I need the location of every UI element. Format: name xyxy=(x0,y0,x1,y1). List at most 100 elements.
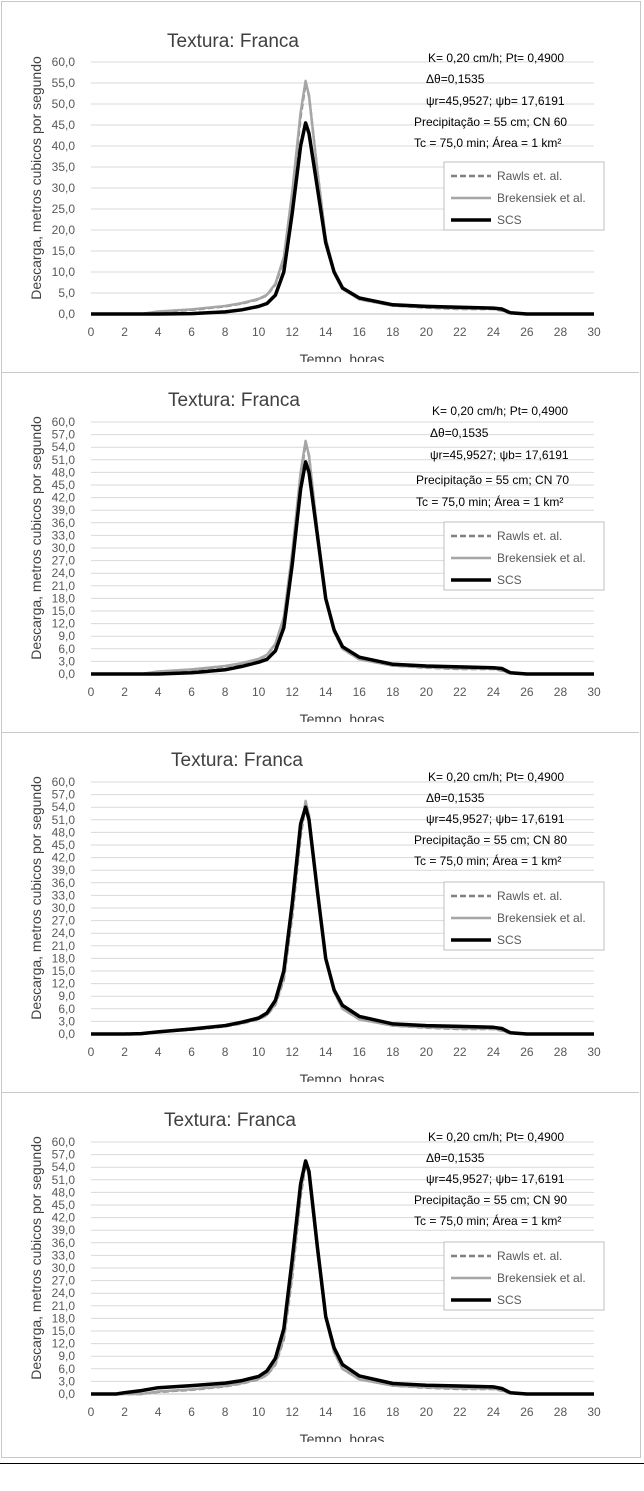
x-tick-label: 0 xyxy=(88,1405,95,1419)
y-tick-label: 39,0 xyxy=(52,863,76,877)
x-tick-label: 8 xyxy=(222,1045,229,1059)
y-tick-labels: 0,03,06,09,012,015,018,021,024,027,030,0… xyxy=(52,1135,76,1401)
y-tick-label: 40,0 xyxy=(52,139,76,153)
y-tick-label: 18,0 xyxy=(52,1311,76,1325)
chart-title: Textura: Franca xyxy=(171,750,303,771)
y-tick-label: 27,0 xyxy=(52,554,76,568)
legend-label-scs: SCS xyxy=(497,933,522,947)
y-tick-label: 51,0 xyxy=(52,1173,76,1187)
y-axis-label: Descarga, metros cubicos por segundo xyxy=(28,56,44,300)
x-tick-label: 22 xyxy=(453,1405,467,1419)
y-tick-label: 18,0 xyxy=(52,951,76,965)
y-tick-label: 15,0 xyxy=(52,604,76,618)
chart-svg: 0,03,06,09,012,015,018,021,024,027,030,0… xyxy=(28,750,605,1082)
x-tick-label: 26 xyxy=(520,1045,534,1059)
legend-label-brekensiek: Brekensiek et al. xyxy=(497,191,586,205)
y-tick-label: 20,0 xyxy=(52,223,76,237)
x-tick-label: 6 xyxy=(188,1045,195,1059)
x-tick-labels: 0 2 4 6 8 10 12 14 16 18 20 22 24 26 28 30 xyxy=(88,685,601,699)
y-axis-label: Descarga, metros cubicos por segundo xyxy=(28,1136,44,1380)
x-tick-label: 12 xyxy=(286,685,300,699)
y-tick-label: 9,0 xyxy=(58,989,75,1003)
y-tick-label: 35,0 xyxy=(52,160,76,174)
annotation-line-3: ψr=45,9527; ψb= 17,6191 xyxy=(430,448,569,462)
y-tick-label: 54,0 xyxy=(52,800,76,814)
x-tick-label: 22 xyxy=(453,685,467,699)
y-tick-label: 21,0 xyxy=(52,1299,76,1313)
x-tick-label: 20 xyxy=(420,1045,434,1059)
x-tick-label: 8 xyxy=(222,325,229,339)
annotation-line-5: Tc = 75,0 min; Área = 1 km² xyxy=(414,135,561,150)
annotation-line-4: Precipitação = 55 cm; CN 90 xyxy=(414,1193,567,1207)
x-tick-label: 28 xyxy=(554,1045,568,1059)
x-tick-label: 16 xyxy=(353,325,367,339)
y-gridlines xyxy=(91,421,594,662)
y-tick-label: 3,0 xyxy=(58,1014,75,1028)
panel-separator xyxy=(1,732,639,733)
y-tick-label: 15,0 xyxy=(52,1324,76,1338)
y-tick-label: 21,0 xyxy=(52,579,76,593)
legend-label-scs: SCS xyxy=(497,573,522,587)
y-tick-label: 33,0 xyxy=(52,1248,76,1262)
x-tick-label: 4 xyxy=(155,1045,162,1059)
y-tick-label: 0,0 xyxy=(58,307,75,321)
y-tick-label: 33,0 xyxy=(52,888,76,902)
y-tick-label: 27,0 xyxy=(52,1274,76,1288)
y-tick-label: 48,0 xyxy=(52,1185,76,1199)
y-tick-label: 0,0 xyxy=(58,1027,75,1041)
x-tick-label: 18 xyxy=(386,1405,400,1419)
y-tick-label: 30,0 xyxy=(52,181,76,195)
y-tick-label: 3,0 xyxy=(58,654,75,668)
x-tick-label: 24 xyxy=(487,325,501,339)
chart-title: Textura: Franca xyxy=(167,31,299,52)
x-tick-label: 14 xyxy=(319,685,333,699)
x-tick-label: 14 xyxy=(319,325,333,339)
y-tick-label: 10,0 xyxy=(52,265,76,279)
x-tick-label: 20 xyxy=(420,1405,434,1419)
y-tick-label: 60,0 xyxy=(52,415,76,429)
chart-title: Textura: Franca xyxy=(168,390,300,411)
chart-svg: 0,03,06,09,012,015,018,021,024,027,030,0… xyxy=(28,1110,605,1442)
y-tick-label: 15,0 xyxy=(52,244,76,258)
x-axis-label: Tempo, horas xyxy=(300,1071,385,1082)
y-tick-label: 30,0 xyxy=(52,1261,76,1275)
x-tick-label: 2 xyxy=(121,685,128,699)
x-tick-label: 28 xyxy=(554,685,568,699)
x-tick-label: 16 xyxy=(353,685,367,699)
legend-label-rawls: Rawls et. al. xyxy=(497,889,562,903)
chart-svg: 0,0 5,0 10,0 15,0 20,0 25,0 30,0 35,0 40,0 45,0 50… xyxy=(28,31,605,362)
annotation-line-5: Tc = 75,0 min; Área = 1 km² xyxy=(414,1213,561,1228)
legend-label-scs: SCS xyxy=(497,1293,522,1307)
x-tick-label: 12 xyxy=(286,1045,300,1059)
x-tick-label: 6 xyxy=(188,1405,195,1419)
y-tick-label: 27,0 xyxy=(52,914,76,928)
y-tick-label: 55,0 xyxy=(52,76,76,90)
y-tick-label: 15,0 xyxy=(52,964,76,978)
x-tick-labels: 0 2 4 6 8 10 12 14 16 18 20 22 24 26 28 30 xyxy=(88,1405,601,1419)
panel-separator xyxy=(1,1092,639,1093)
y-tick-label: 36,0 xyxy=(52,876,76,890)
x-axis-label: Tempo, horas xyxy=(300,1431,385,1442)
x-tick-label: 28 xyxy=(554,325,568,339)
parameter-annotations: K= 0,20 cm/h; Pt= 0,4900 Δθ=0,1535 ψr=45… xyxy=(414,770,567,868)
x-tick-label: 28 xyxy=(554,1405,568,1419)
series-line-2 xyxy=(91,121,594,316)
annotation-line-2: Δθ=0,1535 xyxy=(426,72,485,86)
y-tick-label: 48,0 xyxy=(52,825,76,839)
y-tick-label: 57,0 xyxy=(52,788,76,802)
y-tick-label: 45,0 xyxy=(52,838,76,852)
y-tick-label: 42,0 xyxy=(52,851,76,865)
y-tick-label: 60,0 xyxy=(52,1135,76,1149)
y-tick-label: 12,0 xyxy=(52,617,76,631)
y-tick-label: 9,0 xyxy=(58,1349,75,1363)
series-line-2 xyxy=(91,1159,594,1396)
x-tick-label: 16 xyxy=(353,1405,367,1419)
legend: Rawls et. al. Brekensiek et al. SCS xyxy=(443,881,605,951)
y-tick-label: 60,0 xyxy=(52,55,76,69)
page-bottom-rule xyxy=(0,1463,644,1464)
parameter-annotations: K= 0,20 cm/h; Pt= 0,4900 Δθ=0,1535 ψr=45… xyxy=(414,51,567,150)
x-tick-label: 0 xyxy=(88,325,95,339)
series-lines xyxy=(91,799,594,1036)
y-tick-label: 54,0 xyxy=(52,440,76,454)
x-tick-label: 12 xyxy=(286,1405,300,1419)
